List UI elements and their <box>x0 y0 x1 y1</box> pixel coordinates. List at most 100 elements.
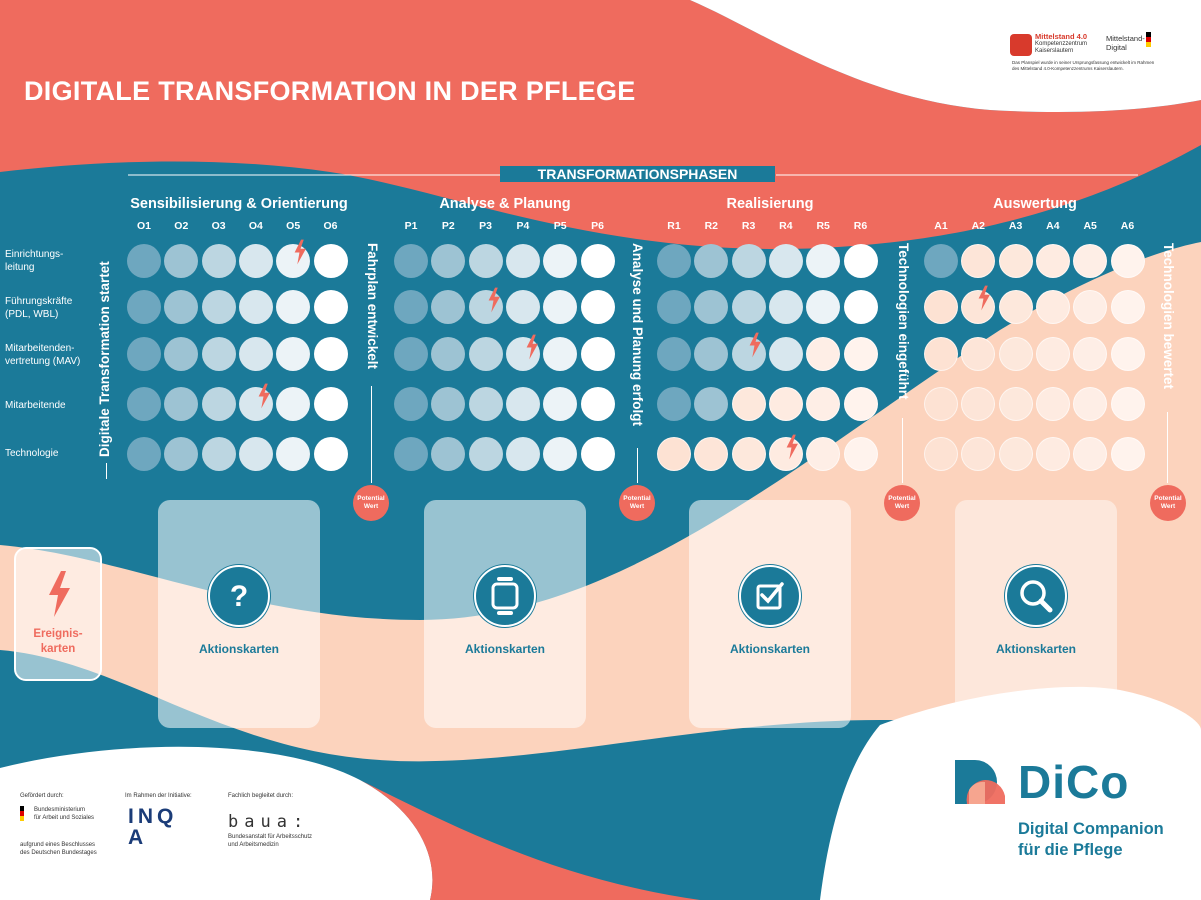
potential-wert-badge[interactable]: Potential Wert <box>884 485 920 521</box>
potential-wert-badge[interactable]: Potential Wert <box>619 485 655 521</box>
token-slot-r6-row3[interactable] <box>843 337 878 371</box>
token-slot-o4-row1[interactable] <box>238 244 273 278</box>
token-slot-r1-row5[interactable] <box>657 437 691 471</box>
token-slot-a1-row5[interactable] <box>924 437 958 471</box>
token-slot-a3-row2[interactable] <box>998 290 1033 324</box>
token-slot-o6-row2[interactable] <box>313 290 348 324</box>
token-slot-a4-row5[interactable] <box>1035 437 1070 471</box>
token-slot-a5-row1[interactable] <box>1073 244 1108 278</box>
action-card-stack-auswertung[interactable]: Aktionskarten <box>955 500 1117 728</box>
token-slot-a6-row4[interactable] <box>1110 387 1145 421</box>
token-slot-o6-row1[interactable] <box>313 244 348 278</box>
token-slot-r2-row5[interactable] <box>694 437 729 471</box>
token-slot-r4-row3[interactable] <box>768 337 803 371</box>
token-slot-p5-row1[interactable] <box>543 244 578 278</box>
token-slot-p5-row3[interactable] <box>543 337 578 371</box>
token-slot-a1-row2[interactable] <box>924 290 958 324</box>
token-slot-r2-row2[interactable] <box>694 290 729 324</box>
token-slot-a5-row2[interactable] <box>1073 290 1108 324</box>
token-slot-r5-row1[interactable] <box>806 244 841 278</box>
token-slot-a2-row4[interactable] <box>961 387 996 421</box>
token-slot-a6-row5[interactable] <box>1110 437 1145 471</box>
token-slot-r3-row4[interactable] <box>731 387 766 421</box>
token-slot-r4-row1[interactable] <box>768 244 803 278</box>
token-slot-a3-row5[interactable] <box>998 437 1033 471</box>
token-slot-o5-row2[interactable] <box>276 290 311 324</box>
token-slot-a3-row4[interactable] <box>998 387 1033 421</box>
token-slot-o6-row4[interactable] <box>313 387 348 421</box>
token-slot-o2-row3[interactable] <box>164 337 199 371</box>
token-slot-p3-row1[interactable] <box>468 244 503 278</box>
token-slot-a2-row5[interactable] <box>961 437 996 471</box>
token-slot-o3-row4[interactable] <box>201 387 236 421</box>
token-slot-o1-row5[interactable] <box>127 437 161 471</box>
token-slot-o5-row3[interactable] <box>276 337 311 371</box>
token-slot-r2-row3[interactable] <box>694 337 729 371</box>
token-slot-r6-row2[interactable] <box>843 290 878 324</box>
token-slot-o5-row4[interactable] <box>276 387 311 421</box>
token-slot-o1-row2[interactable] <box>127 290 161 324</box>
token-slot-p2-row3[interactable] <box>431 337 466 371</box>
token-slot-p2-row4[interactable] <box>431 387 466 421</box>
token-slot-r3-row5[interactable] <box>731 437 766 471</box>
token-slot-p6-row3[interactable] <box>580 337 615 371</box>
token-slot-o3-row2[interactable] <box>201 290 236 324</box>
token-slot-r6-row5[interactable] <box>843 437 878 471</box>
event-card-stack[interactable]: Ereignis- karten <box>14 547 102 681</box>
token-slot-p4-row3[interactable] <box>505 337 540 371</box>
token-slot-r4-row5[interactable] <box>768 437 803 471</box>
token-slot-p6-row5[interactable] <box>580 437 615 471</box>
token-slot-p4-row5[interactable] <box>505 437 540 471</box>
token-slot-a4-row1[interactable] <box>1035 244 1070 278</box>
potential-wert-badge[interactable]: Potential Wert <box>353 485 389 521</box>
token-slot-p1-row3[interactable] <box>394 337 428 371</box>
token-slot-o1-row1[interactable] <box>127 244 161 278</box>
token-slot-o4-row3[interactable] <box>238 337 273 371</box>
token-slot-r2-row4[interactable] <box>694 387 729 421</box>
token-slot-o3-row3[interactable] <box>201 337 236 371</box>
token-slot-a2-row1[interactable] <box>961 244 996 278</box>
token-slot-o4-row4[interactable] <box>238 387 273 421</box>
token-slot-p5-row2[interactable] <box>543 290 578 324</box>
token-slot-p4-row4[interactable] <box>505 387 540 421</box>
token-slot-p3-row5[interactable] <box>468 437 503 471</box>
token-slot-r2-row1[interactable] <box>694 244 729 278</box>
token-slot-a2-row2[interactable] <box>961 290 996 324</box>
token-slot-a6-row1[interactable] <box>1110 244 1145 278</box>
token-slot-r6-row4[interactable] <box>843 387 878 421</box>
token-slot-p1-row4[interactable] <box>394 387 428 421</box>
token-slot-p3-row3[interactable] <box>468 337 503 371</box>
token-slot-p1-row1[interactable] <box>394 244 428 278</box>
token-slot-r3-row2[interactable] <box>731 290 766 324</box>
token-slot-r4-row2[interactable] <box>768 290 803 324</box>
token-slot-p4-row2[interactable] <box>505 290 540 324</box>
token-slot-r1-row4[interactable] <box>657 387 691 421</box>
token-slot-r1-row1[interactable] <box>657 244 691 278</box>
token-slot-r4-row4[interactable] <box>768 387 803 421</box>
token-slot-o1-row3[interactable] <box>127 337 161 371</box>
token-slot-o5-row5[interactable] <box>276 437 311 471</box>
token-slot-a5-row4[interactable] <box>1073 387 1108 421</box>
token-slot-o4-row2[interactable] <box>238 290 273 324</box>
token-slot-r6-row1[interactable] <box>843 244 878 278</box>
token-slot-a4-row3[interactable] <box>1035 337 1070 371</box>
action-card-stack-realisierung[interactable]: Aktionskarten <box>689 500 851 728</box>
token-slot-p6-row2[interactable] <box>580 290 615 324</box>
token-slot-r1-row2[interactable] <box>657 290 691 324</box>
action-card-stack-analyse[interactable]: Aktionskarten <box>424 500 586 728</box>
token-slot-o2-row2[interactable] <box>164 290 199 324</box>
token-slot-a4-row2[interactable] <box>1035 290 1070 324</box>
token-slot-p2-row2[interactable] <box>431 290 466 324</box>
token-slot-p5-row4[interactable] <box>543 387 578 421</box>
token-slot-o2-row5[interactable] <box>164 437 199 471</box>
token-slot-a5-row3[interactable] <box>1073 337 1108 371</box>
token-slot-a3-row3[interactable] <box>998 337 1033 371</box>
token-slot-a6-row2[interactable] <box>1110 290 1145 324</box>
token-slot-r5-row4[interactable] <box>806 387 841 421</box>
token-slot-o2-row1[interactable] <box>164 244 199 278</box>
token-slot-p1-row2[interactable] <box>394 290 428 324</box>
token-slot-o6-row3[interactable] <box>313 337 348 371</box>
token-slot-o2-row4[interactable] <box>164 387 199 421</box>
token-slot-a4-row4[interactable] <box>1035 387 1070 421</box>
token-slot-r5-row3[interactable] <box>806 337 841 371</box>
